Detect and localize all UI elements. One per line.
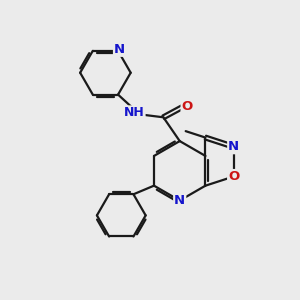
Text: N: N	[228, 140, 239, 153]
Text: O: O	[228, 170, 239, 183]
Text: NH: NH	[124, 106, 145, 119]
Text: N: N	[114, 43, 125, 56]
Text: O: O	[182, 100, 193, 113]
Text: N: N	[174, 194, 185, 207]
